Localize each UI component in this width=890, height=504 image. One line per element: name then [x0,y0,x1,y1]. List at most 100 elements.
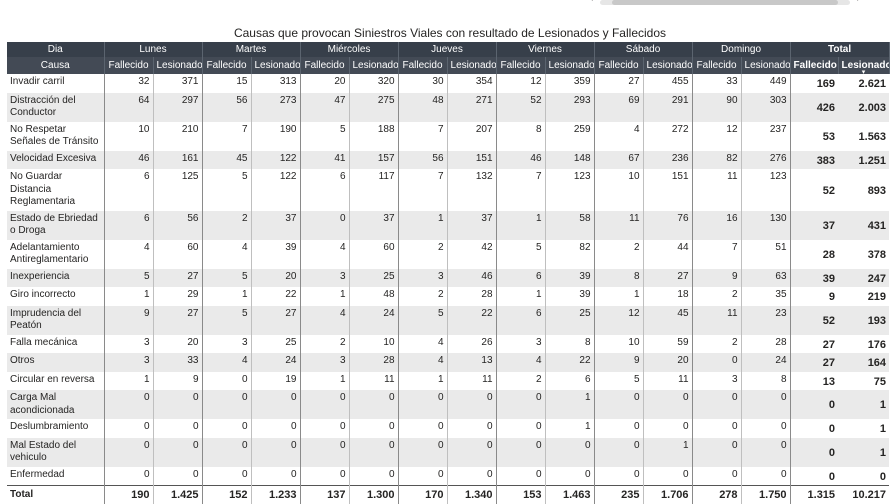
table-row[interactable]: Invadir carril 32 371 15 313 20 320 30 354 12 359 2… [7,74,889,93]
sort-descending-icon[interactable]: ▾ [861,69,866,74]
lesionado-header[interactable]: Lesionado [447,57,497,74]
fallecido-cell: 8 [594,268,644,287]
cause-cell: Deslumbramiento [7,419,105,438]
lesionado-cell: 37 [251,210,301,240]
fallecido-header[interactable]: Fallecido [104,57,154,74]
total-lesionado-header[interactable]: Lesionado ▾ [838,57,890,74]
fallecido-header[interactable]: Fallecido [202,57,252,74]
table-row[interactable]: No Respetar Señales de Tránsito 10 210 7 190… [7,121,889,151]
lesionado-cell: 1 [643,437,693,467]
lesionado-cell: 0 [251,437,301,467]
day-header-martes[interactable]: Martes [202,42,301,57]
table-row[interactable]: Circular en reversa 1 9 0 19 1 11 1 11 2 6 5 11 3 8 13 7… [7,371,889,390]
day-header-miercoles[interactable]: Miércoles [300,42,399,57]
total-fallecido-header[interactable]: Fallecido [790,57,839,74]
fallecido-cell: 3 [202,334,252,353]
lesionado-cell: 0 [643,390,693,419]
total-fallecido-cell: 52 [789,169,839,211]
horizontal-scrollbar[interactable]: ‹ › [590,0,860,6]
fallecido-cell: 8 [496,121,546,151]
lesionado-cell: 27 [153,268,203,287]
fallecido-header[interactable]: Fallecido [300,57,350,74]
table-row[interactable]: Adelantamiento Antireglamentario 4 60 4 39 4 6… [7,239,889,269]
fallecido-cell: 12 [692,121,742,151]
lesionado-cell: 28 [741,334,791,353]
lesionado-cell: 0 [153,390,203,419]
total-lesionado-cell: 1 [879,423,887,435]
table-row[interactable]: Inexperiencia 5 27 5 20 3 25 3 46 6 39 8 27 9 63 39 247 [7,268,890,287]
lesionado-cell: 82 [545,239,595,269]
total-lesionado-cell: 1 [838,437,890,467]
table-row[interactable]: Imprudencia del Peatón 9 27 5 27 4 24 5 22 6 25 12 4… [7,305,890,335]
lesionado-cell: 273 [251,92,301,122]
table-row[interactable]: Enfermedad 0 0 0 0 0 0 0 0 0 0 0 0 0 0 0 0 [7,466,889,486]
lesionado-header[interactable]: Lesionado [643,57,693,74]
table-row[interactable]: Estado de Ebriedad o Droga 6 56 2 37 0 37 1 37 1 5… [7,210,890,240]
lesionado-cell: 207 [447,121,497,151]
fallecido-header[interactable]: Fallecido [398,57,448,74]
scrollbar-thumb[interactable] [612,0,838,5]
day-header-jueves[interactable]: Jueves [398,42,497,57]
lesionado-cell: 0 [447,419,497,438]
lesionado-header[interactable]: Lesionado [741,57,791,74]
lesionado-cell: 237 [741,121,791,151]
table-row[interactable]: Deslumbramiento 0 0 0 0 0 0 0 0 0 1 0 0 0 0 0 1 [7,419,889,438]
fallecido-cell: 1 [594,287,644,306]
matrix-table: Dia Lunes Martes Miércoles Jueves Vierne… [7,42,890,504]
table-row[interactable]: Otros 3 33 4 24 3 28 4 13 4 22 9 20 0 24 27 164 [7,353,890,372]
cause-cell: Giro incorrecto [7,287,105,306]
fallecido-cell: 9 [692,268,742,287]
lesionado-header[interactable]: Lesionado [153,57,203,74]
lesionado-cell: 320 [349,74,399,93]
lesionado-cell: 0 [153,466,203,486]
fallecido-cell: 0 [398,437,448,467]
total-header[interactable]: Total [790,42,890,57]
fallecido-cell: 1 [104,371,154,390]
table-row[interactable]: Mal Estado del vehiculo 0 0 0 0 0 0 0 0 0 0 0 1 0 0 0 1 [7,437,890,467]
fallecido-cell: 1 [104,287,154,306]
fallecido-header[interactable]: Fallecido [692,57,742,74]
day-header-lunes[interactable]: Lunes [104,42,203,57]
fallecido-cell: 11 [692,305,742,335]
lesionado-header[interactable]: Lesionado [349,57,399,74]
lesionado-cell: 1 [545,390,595,419]
fallecido-cell: 4 [202,353,252,372]
table-row[interactable]: Carga Mal acondicionada 0 0 0 0 0 0 0 0 0 1 0 0 0 0 0 1 [7,390,890,419]
lesionado-cell: 33 [153,353,203,372]
day-header-sabado[interactable]: Sábado [594,42,693,57]
scroll-right-icon[interactable]: › [857,0,860,4]
day-header-domingo[interactable]: Domingo [692,42,791,57]
table-row[interactable]: No Guardar Distancia Reglamentaria 6 125 5 1… [7,169,889,211]
day-header-viernes[interactable]: Viernes [496,42,595,57]
causa-header[interactable]: Causa [7,57,105,74]
fallecido-cell: 5 [202,169,252,211]
total-fallecido-cell: 1.315 [789,485,839,504]
fallecido-header[interactable]: Fallecido [594,57,644,74]
table-row[interactable]: Velocidad Excesiva 46 161 45 122 41 157 56 151 46… [7,150,890,169]
lesionado-cell: 0 [741,419,791,438]
total-label: Total [7,485,105,504]
table-row[interactable]: Distracción del Conductor 64 297 56 273 47 275… [7,92,890,122]
fallecido-cell: 64 [104,92,154,122]
lesionado-cell: 359 [545,74,595,93]
lesionado-cell: 293 [545,92,595,122]
fallecido-cell: 4 [202,239,252,269]
fallecido-cell: 0 [202,371,252,390]
table-body: Invadir carril 32 371 15 313 20 320 30 354 12 359 2… [7,74,890,504]
total-row[interactable]: Total 190 1.425 152 1.233 137 1.300 170 1.340 153… [7,485,890,504]
fallecido-cell: 2 [300,334,350,353]
lesionado-header[interactable]: Lesionado [545,57,595,74]
dia-header[interactable]: Dia [7,42,105,57]
table-row[interactable]: Falla mecánica 3 20 3 25 2 10 4 26 3 8 10 59 2 28 27 176 [7,334,889,353]
cause-cell: Inexperiencia [7,268,105,287]
lesionado-cell: 11 [643,371,693,390]
fallecido-cell: 11 [692,169,742,211]
table-row[interactable]: Giro incorrecto 1 29 1 22 1 48 2 28 1 39 1 18 2 35 9 219 [7,287,889,306]
total-lesionado-cell: 378 [867,248,887,261]
fallecido-header[interactable]: Fallecido [496,57,546,74]
scroll-left-icon[interactable]: ‹ [590,0,593,4]
scrollbar-track[interactable] [600,0,850,5]
lesionado-cell: 0 [741,466,791,486]
lesionado-header[interactable]: Lesionado [251,57,301,74]
lesionado-cell: 58 [545,210,595,240]
